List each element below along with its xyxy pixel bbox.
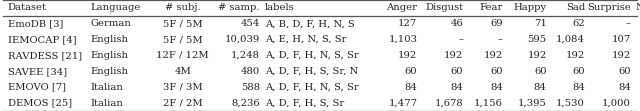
Text: German: German bbox=[91, 19, 132, 28]
Text: 84: 84 bbox=[618, 83, 631, 92]
Text: A, D, F, H, S, Sr, N: A, D, F, H, S, Sr, N bbox=[265, 67, 358, 76]
Text: 60: 60 bbox=[618, 67, 631, 76]
Text: 84: 84 bbox=[534, 83, 547, 92]
Text: English: English bbox=[91, 67, 129, 76]
Text: English: English bbox=[91, 35, 129, 44]
Text: 60: 60 bbox=[451, 67, 463, 76]
Text: 10,039: 10,039 bbox=[225, 35, 260, 44]
Text: 84: 84 bbox=[490, 83, 503, 92]
Text: RAVDESS [21]: RAVDESS [21] bbox=[8, 51, 82, 60]
Text: 192: 192 bbox=[566, 51, 585, 60]
Text: # subj.: # subj. bbox=[165, 3, 200, 12]
Text: 1,530: 1,530 bbox=[556, 99, 585, 108]
Text: 60: 60 bbox=[404, 67, 417, 76]
Text: 4M: 4M bbox=[174, 67, 191, 76]
Text: Dataset: Dataset bbox=[8, 3, 47, 12]
Text: 1,477: 1,477 bbox=[388, 99, 417, 108]
Text: Fear: Fear bbox=[479, 3, 503, 12]
Text: DEMOS [25]: DEMOS [25] bbox=[8, 99, 72, 108]
Text: 84: 84 bbox=[572, 83, 585, 92]
Text: 1,156: 1,156 bbox=[474, 99, 503, 108]
Text: 192: 192 bbox=[527, 51, 547, 60]
Text: –: – bbox=[498, 35, 503, 44]
Text: Sad: Sad bbox=[566, 3, 585, 12]
Text: 60: 60 bbox=[534, 67, 547, 76]
Text: 192: 192 bbox=[444, 51, 463, 60]
Text: A, B, D, F, H, N, S: A, B, D, F, H, N, S bbox=[265, 19, 355, 28]
Text: 107: 107 bbox=[612, 35, 631, 44]
Text: 454: 454 bbox=[241, 19, 260, 28]
Text: A, D, F, H, S, Sr: A, D, F, H, S, Sr bbox=[265, 99, 344, 108]
Text: 1,103: 1,103 bbox=[388, 35, 417, 44]
Text: 8,236: 8,236 bbox=[231, 99, 260, 108]
Text: 1,000: 1,000 bbox=[602, 99, 631, 108]
Text: 71: 71 bbox=[534, 19, 547, 28]
Text: 595: 595 bbox=[527, 35, 547, 44]
Text: 69: 69 bbox=[490, 19, 503, 28]
Text: IEMOCAP [4]: IEMOCAP [4] bbox=[8, 35, 76, 44]
Text: Disgust: Disgust bbox=[425, 3, 463, 12]
Text: Language: Language bbox=[91, 3, 141, 12]
Text: Surprise: Surprise bbox=[588, 3, 631, 12]
Text: Italian: Italian bbox=[91, 99, 124, 108]
Text: 60: 60 bbox=[572, 67, 585, 76]
Text: labels: labels bbox=[265, 3, 294, 12]
Text: 1,248: 1,248 bbox=[231, 51, 260, 60]
Text: 84: 84 bbox=[404, 83, 417, 92]
Text: 192: 192 bbox=[398, 51, 417, 60]
Text: 46: 46 bbox=[451, 19, 463, 28]
Text: –: – bbox=[458, 35, 463, 44]
Text: 62: 62 bbox=[572, 19, 585, 28]
Text: 1,678: 1,678 bbox=[435, 99, 463, 108]
Text: EmoDB [3]: EmoDB [3] bbox=[8, 19, 63, 28]
Text: Happy: Happy bbox=[513, 3, 547, 12]
Text: 1,084: 1,084 bbox=[556, 35, 585, 44]
Text: EMOVO [7]: EMOVO [7] bbox=[8, 83, 66, 92]
Text: 127: 127 bbox=[398, 19, 417, 28]
Text: English: English bbox=[91, 51, 129, 60]
Text: 84: 84 bbox=[451, 83, 463, 92]
Text: 588: 588 bbox=[241, 83, 260, 92]
Text: 1,395: 1,395 bbox=[518, 99, 547, 108]
Text: 192: 192 bbox=[484, 51, 503, 60]
Text: 60: 60 bbox=[490, 67, 503, 76]
Text: 480: 480 bbox=[241, 67, 260, 76]
Text: A, E, H, N, S, Sr: A, E, H, N, S, Sr bbox=[265, 35, 346, 44]
Text: 12F / 12M: 12F / 12M bbox=[156, 51, 209, 60]
Text: 2F / 2M: 2F / 2M bbox=[163, 99, 202, 108]
Text: 5F / 5M: 5F / 5M bbox=[163, 35, 202, 44]
Text: SAVEE [34]: SAVEE [34] bbox=[8, 67, 67, 76]
Text: Anger: Anger bbox=[387, 3, 417, 12]
Text: 192: 192 bbox=[612, 51, 631, 60]
Text: –: – bbox=[626, 19, 631, 28]
Text: Neutral: Neutral bbox=[636, 3, 640, 12]
Text: A, D, F, H, N, S, Sr: A, D, F, H, N, S, Sr bbox=[265, 51, 358, 60]
Text: 5F / 5M: 5F / 5M bbox=[163, 19, 202, 28]
Text: A, D, F, H, N, S, Sr: A, D, F, H, N, S, Sr bbox=[265, 83, 358, 92]
Text: Italian: Italian bbox=[91, 83, 124, 92]
Text: 3F / 3M: 3F / 3M bbox=[163, 83, 202, 92]
Text: # samp.: # samp. bbox=[218, 3, 260, 12]
